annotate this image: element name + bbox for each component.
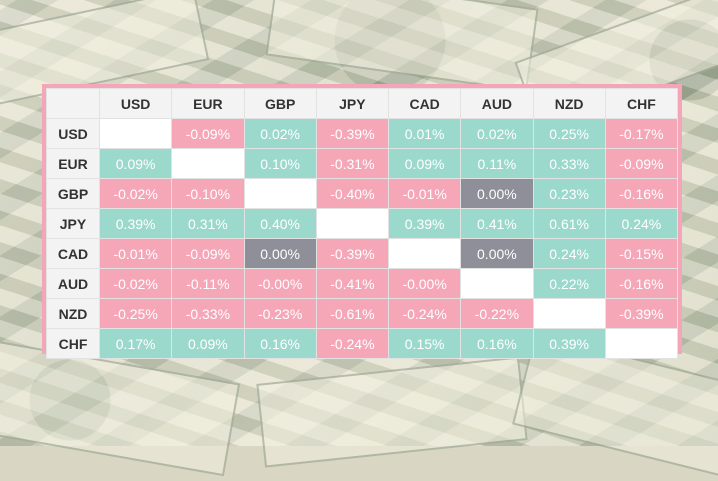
- change-cell: 0.15%: [387, 328, 462, 359]
- column-header-usd: USD: [98, 88, 173, 119]
- table-row: CHF 0.17% 0.09% 0.16% -0.24% 0.15% 0.16% 0.39%: [46, 328, 679, 359]
- row-header-usd: USD: [46, 118, 100, 149]
- change-cell: -0.02%: [98, 178, 173, 209]
- change-cell: 0.09%: [387, 148, 462, 179]
- change-cell: 0.17%: [98, 328, 173, 359]
- table-row: USD -0.09% 0.02% -0.39% 0.01% 0.02% 0.25% -0.17…: [46, 118, 679, 149]
- change-cell: 0.24%: [532, 238, 606, 269]
- row-header-eur: EUR: [46, 148, 100, 179]
- row-header-jpy: JPY: [46, 208, 100, 239]
- row-header-nzd: NZD: [46, 298, 100, 329]
- change-cell: 0.00%: [460, 238, 534, 269]
- change-cell: -0.24%: [315, 328, 390, 359]
- row-header-chf: CHF: [46, 328, 100, 359]
- change-cell: -0.39%: [604, 298, 679, 329]
- change-cell: 0.31%: [171, 208, 245, 239]
- change-cell: 0.00%: [460, 178, 534, 209]
- change-cell: 0.24%: [604, 208, 679, 239]
- change-cell: 0.25%: [532, 118, 606, 149]
- table-row: EUR 0.09% 0.10% -0.31% 0.09% 0.11% 0.33% -0.09%: [46, 148, 679, 179]
- change-cell: -0.61%: [315, 298, 390, 329]
- change-cell: -0.33%: [171, 298, 245, 329]
- change-cell: 0.00%: [243, 238, 317, 269]
- change-cell: 0.01%: [387, 118, 462, 149]
- column-header-cad: CAD: [387, 88, 462, 119]
- change-cell: [98, 118, 173, 149]
- change-cell: 0.39%: [387, 208, 462, 239]
- column-header-gbp: GBP: [243, 88, 317, 119]
- table-body: USD -0.09% 0.02% -0.39% 0.01% 0.02% 0.25% -0.17…: [46, 118, 679, 359]
- change-cell: 0.23%: [532, 178, 606, 209]
- change-cell: 0.16%: [460, 328, 534, 359]
- change-cell: 0.09%: [171, 328, 245, 359]
- table-row: AUD -0.02% -0.11% -0.00% -0.41% -0.00% 0.22% -0…: [46, 268, 679, 299]
- change-cell: -0.01%: [98, 238, 173, 269]
- change-cell: [243, 178, 317, 209]
- header-row: USD EUR GBP JPY CAD AUD NZD CHF: [46, 88, 679, 119]
- column-header-chf: CHF: [604, 88, 679, 119]
- change-cell: 0.11%: [460, 148, 534, 179]
- row-header-cad: CAD: [46, 238, 100, 269]
- corner-cell: [46, 88, 100, 119]
- change-cell: [604, 328, 679, 359]
- change-cell: 0.61%: [532, 208, 606, 239]
- table-row: CAD -0.01% -0.09% 0.00% -0.39% 0.00% 0.24% -0.1…: [46, 238, 679, 269]
- change-cell: 0.39%: [532, 328, 606, 359]
- change-cell: -0.15%: [604, 238, 679, 269]
- change-cell: -0.09%: [171, 118, 245, 149]
- change-cell: 0.40%: [243, 208, 317, 239]
- change-cell: 0.16%: [243, 328, 317, 359]
- change-cell: [387, 238, 462, 269]
- change-cell: [532, 298, 606, 329]
- change-cell: -0.23%: [243, 298, 317, 329]
- change-cell: -0.39%: [315, 238, 390, 269]
- column-header-aud: AUD: [460, 88, 534, 119]
- change-cell: -0.41%: [315, 268, 390, 299]
- change-cell: -0.25%: [98, 298, 173, 329]
- change-cell: -0.22%: [460, 298, 534, 329]
- change-cell: -0.16%: [604, 268, 679, 299]
- change-cell: -0.17%: [604, 118, 679, 149]
- change-cell: 0.02%: [460, 118, 534, 149]
- table-row: NZD -0.25% -0.33% -0.23% -0.61% -0.24% -0.22% -…: [46, 298, 679, 329]
- change-cell: 0.02%: [243, 118, 317, 149]
- column-header-jpy: JPY: [315, 88, 390, 119]
- table-row: GBP -0.02% -0.10% -0.40% -0.01% 0.00% 0.23% -0.…: [46, 178, 679, 209]
- currency-heatmap-table: USD EUR GBP JPY CAD AUD NZD CHF USD -0.09% 0.02% -…: [46, 88, 679, 359]
- change-cell: -0.02%: [98, 268, 173, 299]
- change-cell: [315, 208, 390, 239]
- change-cell: -0.11%: [171, 268, 245, 299]
- change-cell: -0.09%: [171, 238, 245, 269]
- change-cell: -0.40%: [315, 178, 390, 209]
- table-row: JPY 0.39% 0.31% 0.40% 0.39% 0.41% 0.61% 0.24%: [46, 208, 679, 239]
- change-cell: -0.24%: [387, 298, 462, 329]
- currency-heatmap-frame: USD EUR GBP JPY CAD AUD NZD CHF USD -0.09% 0.02% -…: [42, 84, 682, 359]
- column-header-nzd: NZD: [532, 88, 606, 119]
- change-cell: -0.16%: [604, 178, 679, 209]
- change-cell: 0.22%: [532, 268, 606, 299]
- change-cell: -0.00%: [243, 268, 317, 299]
- change-cell: -0.09%: [604, 148, 679, 179]
- change-cell: 0.41%: [460, 208, 534, 239]
- change-cell: 0.10%: [243, 148, 317, 179]
- change-cell: -0.01%: [387, 178, 462, 209]
- change-cell: [460, 268, 534, 299]
- change-cell: -0.10%: [171, 178, 245, 209]
- change-cell: -0.39%: [315, 118, 390, 149]
- change-cell: -0.00%: [387, 268, 462, 299]
- change-cell: 0.33%: [532, 148, 606, 179]
- change-cell: [171, 148, 245, 179]
- change-cell: 0.39%: [98, 208, 173, 239]
- row-header-gbp: GBP: [46, 178, 100, 209]
- change-cell: -0.31%: [315, 148, 390, 179]
- column-header-eur: EUR: [171, 88, 245, 119]
- row-header-aud: AUD: [46, 268, 100, 299]
- change-cell: 0.09%: [98, 148, 173, 179]
